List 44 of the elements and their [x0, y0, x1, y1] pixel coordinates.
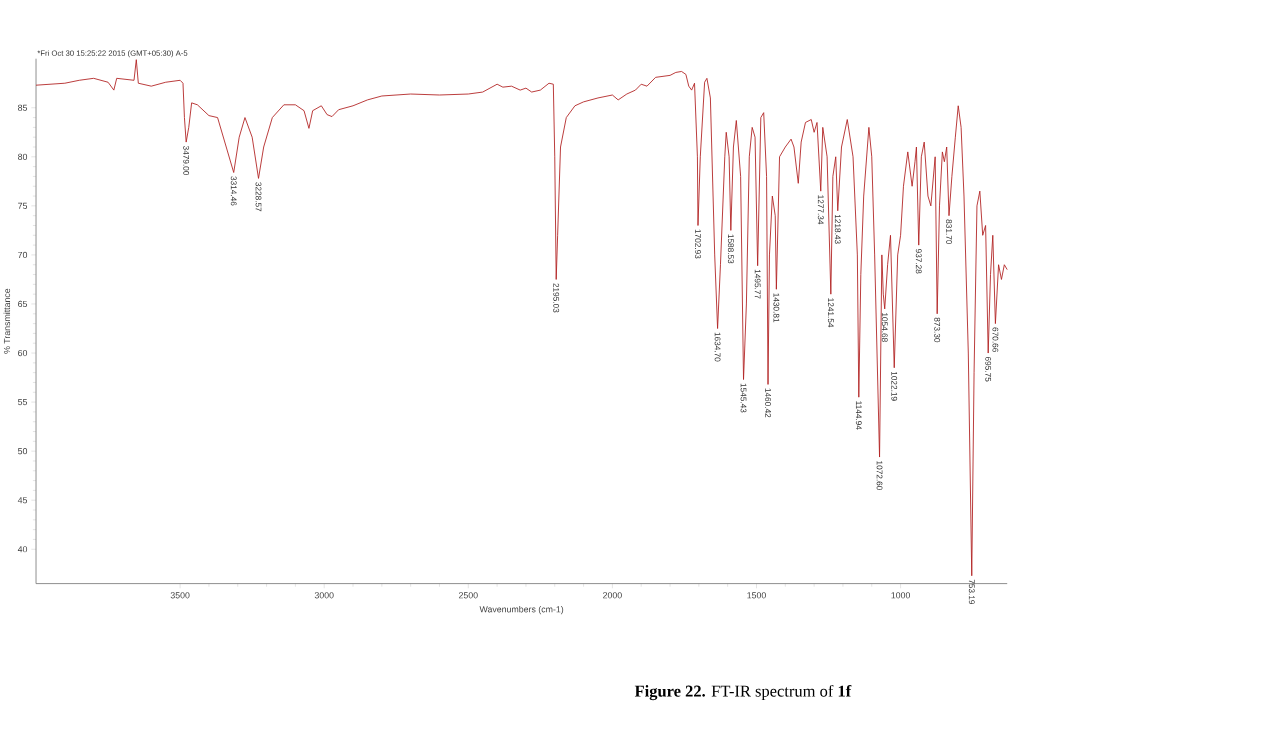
annotation: 3479.00 — [183, 146, 190, 176]
annotation: 1495.77 — [754, 269, 761, 299]
y-tick-label: 55 — [18, 399, 28, 406]
y-tick-label: 65 — [18, 300, 28, 308]
annotation: 831.70 — [946, 219, 952, 245]
annotation: 937.28 — [915, 249, 922, 274]
annotation: 1054.68 — [881, 313, 888, 342]
annotation: 1277.34 — [817, 195, 824, 225]
text: Figure 22. FT-IR spectrum of 1f — [634, 685, 852, 701]
annotation: 1634.70 — [714, 332, 721, 362]
annotation: 1072.60 — [876, 461, 883, 491]
annotation: 1430.81 — [773, 293, 780, 323]
annotation: 1022.19 — [891, 371, 898, 401]
x-tick-label: 2500 — [458, 592, 478, 599]
y-tick-label: 75 — [18, 202, 28, 210]
annotation: 873.30 — [934, 317, 941, 343]
x-tick-label: 3500 — [170, 592, 190, 599]
y-axis-title: % Transmittance — [3, 288, 11, 354]
annotation: 3228.57 — [255, 182, 262, 212]
x-tick-label: 1000 — [891, 592, 911, 599]
annotation: 1460.42 — [765, 388, 771, 418]
y-tick-label: 85 — [18, 104, 28, 111]
y-tick-label: 45 — [17, 497, 28, 504]
x-tick-label: 1500 — [747, 592, 766, 599]
annotation: 753.19 — [968, 579, 975, 605]
annotation: 2195.03 — [553, 283, 560, 313]
annotation: 670.66 — [992, 327, 999, 353]
annotation: 1241.54 — [827, 298, 834, 328]
y-tick-label: 40 — [17, 546, 28, 553]
x-tick-label: 2000 — [603, 592, 622, 599]
y-tick-label: 80 — [18, 153, 28, 161]
x-tick-label: 3000 — [314, 592, 334, 599]
annotation: 1588.53 — [727, 234, 734, 264]
y-tick-label: 60 — [18, 350, 28, 357]
line-series — [35, 59, 1008, 577]
annotation: 1218.43 — [834, 215, 841, 244]
annotation: 1702.93 — [695, 229, 701, 259]
annotation: 3314.46 — [230, 176, 237, 206]
y-tick-label: 50 — [18, 448, 28, 455]
x-axis-title: Wavenumbers (cm-1) — [479, 606, 564, 615]
annotation: 1545.43 — [740, 383, 747, 413]
annotation: 695.75 — [985, 357, 992, 382]
annotation: 1144.94 — [855, 401, 862, 430]
y-tick-label: 70 — [18, 251, 28, 259]
